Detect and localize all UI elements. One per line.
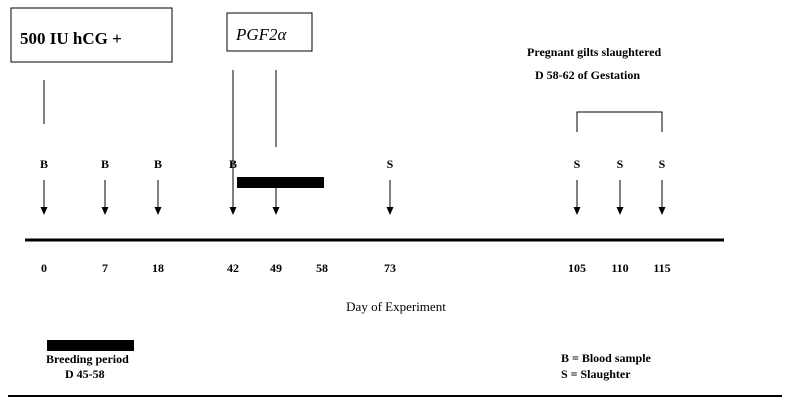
- event-code-day-105: S: [574, 157, 581, 171]
- event-arrow-day-73: [386, 180, 394, 215]
- breeding-range: D 45-58: [65, 367, 105, 381]
- day-label-18: 18: [152, 261, 164, 275]
- event-arrow-day-42: [229, 136, 237, 215]
- day-label-58: 58: [316, 261, 328, 275]
- event-arrow-day-7: [101, 180, 109, 215]
- breeding-bar: [47, 340, 134, 351]
- event-arrow-day-115: [658, 180, 666, 215]
- event-code-day-110: S: [617, 157, 624, 171]
- event-code-day-115: S: [659, 157, 666, 171]
- slaughter-note-line2: D 58-62 of Gestation: [535, 68, 640, 82]
- pgf-label: PGF2α: [235, 25, 288, 44]
- day-label-7: 7: [102, 261, 108, 275]
- event-arrow-day-0: [40, 180, 48, 215]
- hcg-box: [10, 7, 173, 63]
- slaughter-bracket: [576, 111, 663, 132]
- event-arrow-day-49: [272, 188, 280, 215]
- slaughter-note-line1: Pregnant gilts slaughtered: [527, 45, 662, 59]
- pgf-box: [226, 12, 313, 52]
- day-label-42: 42: [227, 261, 239, 275]
- event-code-day-7: B: [101, 157, 109, 171]
- event-arrow-day-110: [616, 180, 624, 215]
- event-arrow-day-18: [154, 180, 162, 215]
- legend-slaughter: S = Slaughter: [561, 367, 631, 381]
- day-label-49: 49: [270, 261, 282, 275]
- legend-blood: B = Blood sample: [561, 351, 652, 365]
- day-label-105: 105: [568, 261, 586, 275]
- event-code-day-18: B: [154, 157, 162, 171]
- day-label-115: 115: [653, 261, 670, 275]
- hcg-label: 500 IU hCG +: [20, 29, 122, 48]
- event-code-day-73: S: [387, 157, 394, 171]
- axis-title: Day of Experiment: [346, 299, 446, 314]
- event-arrow-day-105: [573, 180, 581, 215]
- day-label-73: 73: [384, 261, 396, 275]
- event-code-day-0: B: [40, 157, 48, 171]
- breeding-label: Breeding period: [46, 352, 129, 366]
- treatment-bar: [237, 177, 324, 188]
- day-label-0: 0: [41, 261, 47, 275]
- day-label-110: 110: [611, 261, 628, 275]
